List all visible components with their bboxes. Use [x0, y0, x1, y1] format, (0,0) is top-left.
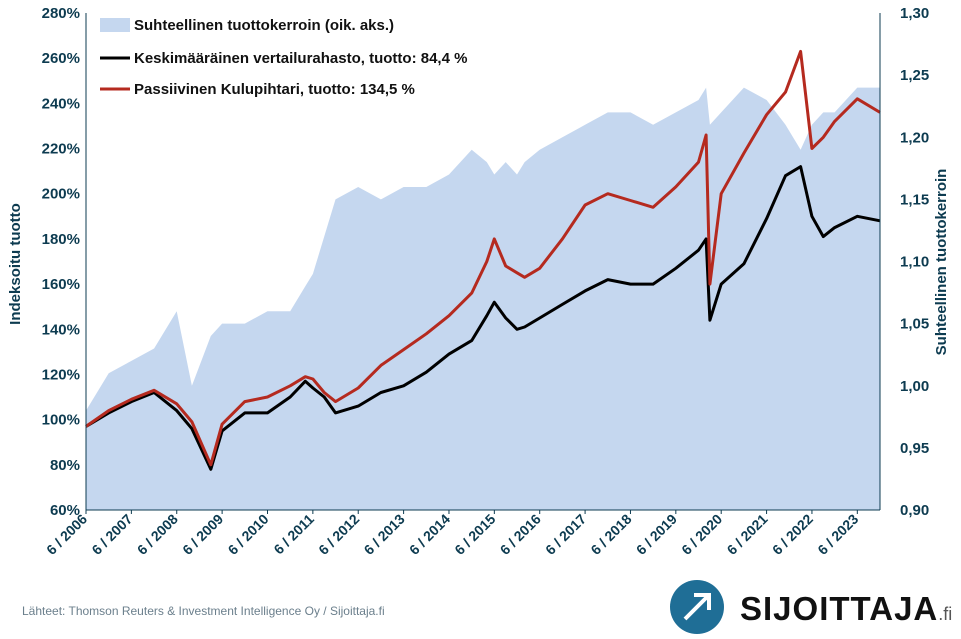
source-text: Lähteet: Thomson Reuters & Investment In…	[22, 604, 385, 618]
right-tick-label: 1,30	[900, 5, 929, 22]
arrow-up-right-icon	[670, 580, 724, 634]
logo-text: SIJOITTAJA.fi	[740, 590, 952, 628]
left-tick-label: 160%	[42, 276, 80, 293]
right-tick-label: 1,00	[900, 378, 929, 395]
left-tick-label: 280%	[42, 5, 80, 22]
left-axis-title: Indeksoitu tuotto	[7, 203, 24, 325]
right-tick-label: 1,20	[900, 129, 929, 146]
x-tick-label: 6 / 2008	[134, 511, 181, 558]
left-tick-label: 80%	[50, 457, 80, 474]
legend-label-passive: Passiivinen Kulupihtari, tuotto: 134,5 %	[134, 81, 415, 98]
x-tick-label: 6 / 2015	[451, 511, 498, 558]
x-tick-label: 6 / 2009	[179, 511, 226, 558]
left-tick-label: 240%	[42, 95, 80, 112]
x-tick-label: 6 / 2011	[270, 511, 317, 558]
right-axis-title: Suhteellinen tuottokerroin	[933, 169, 950, 356]
area-series-relative-return	[86, 87, 880, 510]
legend-label-fund: Keskimääräinen vertailurahasto, tuotto: …	[134, 50, 467, 67]
logo-suffix: .fi	[938, 604, 953, 624]
right-tick-label: 1,15	[900, 191, 929, 208]
right-axis: 0,90 0,95 1,00 1,05 1,10 1,15 1,20 1,25 1,30	[900, 5, 929, 519]
legend-label-area: Suhteellinen tuottokerroin (oik. aks.)	[134, 17, 394, 34]
left-tick-label: 180%	[42, 231, 80, 248]
right-tick-label: 1,05	[900, 316, 929, 333]
x-tick-label: 6 / 2018	[587, 511, 634, 558]
line-series-passive-fund	[85, 49, 881, 467]
plot-area	[85, 13, 881, 511]
right-tick-label: 0,90	[900, 502, 929, 519]
legend-swatch-area	[100, 18, 130, 32]
left-tick-label: 120%	[42, 366, 80, 383]
x-tick-label: 6 / 2016	[497, 511, 544, 558]
x-tick-label: 6 / 2014	[406, 511, 453, 558]
left-tick-label: 260%	[42, 50, 80, 67]
left-axis: 60% 80% 100% 120% 140% 160% 180% 200% 220% 240% 26…	[42, 5, 80, 519]
logo[interactable]: SIJOITTAJA.fi	[668, 580, 958, 636]
x-tick-label: 6 / 2007	[88, 511, 135, 558]
right-tick-label: 1,25	[900, 67, 929, 84]
x-tick-label: 6 / 2021	[724, 511, 771, 558]
x-tick-label: 6 / 2012	[315, 511, 362, 558]
x-tick-label: 6 / 2023	[814, 511, 861, 558]
x-tick-label: 6 / 2019	[633, 511, 680, 558]
right-tick-label: 0,95	[900, 440, 929, 457]
legend: Suhteellinen tuottokerroin (oik. aks.) K…	[100, 17, 467, 98]
logo-name: SIJOITTAJA	[740, 590, 939, 627]
x-tick-label: 6 / 2020	[678, 511, 725, 558]
right-tick-label: 1,10	[900, 254, 929, 271]
left-tick-label: 140%	[42, 321, 80, 338]
x-tick-label: 6 / 2013	[361, 511, 408, 558]
left-tick-label: 60%	[50, 502, 80, 519]
x-tick-label: 6 / 2017	[542, 511, 589, 558]
left-tick-label: 100%	[42, 412, 80, 429]
x-tick-label: 6 / 2010	[225, 511, 272, 558]
x-tick-label: 6 / 2022	[769, 511, 816, 558]
left-tick-label: 220%	[42, 141, 80, 158]
left-tick-label: 200%	[42, 186, 80, 203]
line-series-benchmark-fund	[85, 165, 881, 471]
